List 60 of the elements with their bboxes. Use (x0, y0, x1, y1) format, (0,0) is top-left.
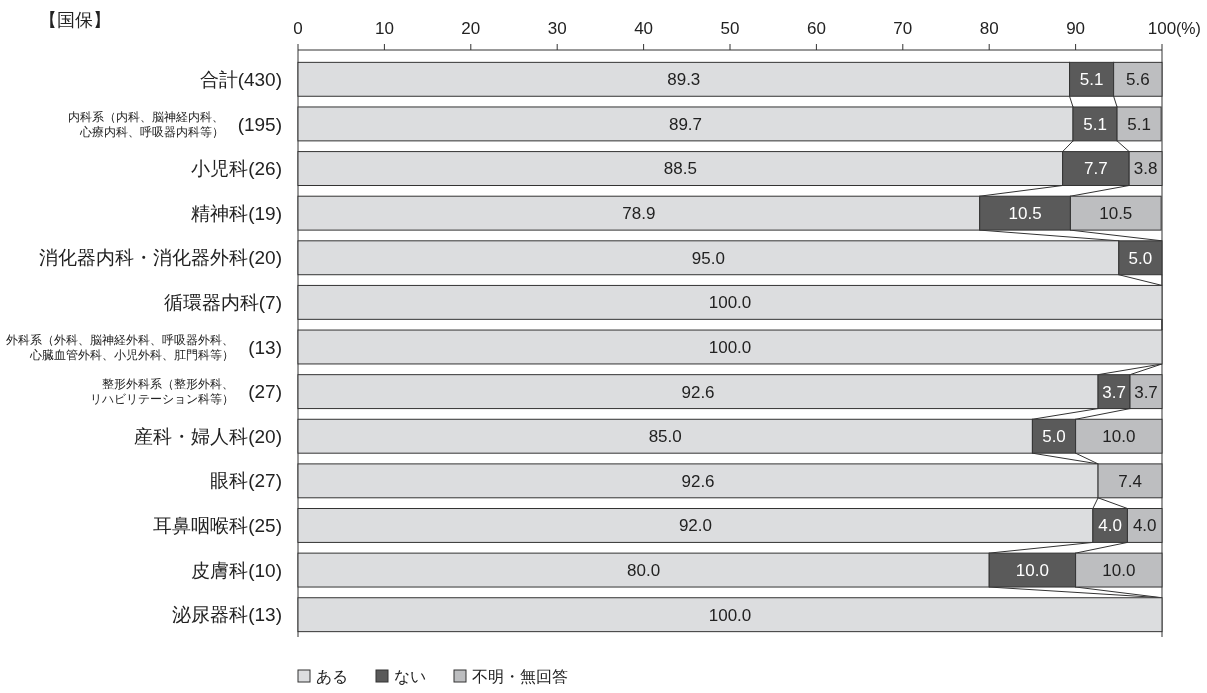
data-label: 4.0 (1098, 516, 1122, 536)
x-tick-label: 20 (461, 18, 481, 38)
data-label: 88.5 (663, 159, 697, 179)
y-tick-label: 皮膚科(10) (191, 559, 282, 581)
y-tick-label: 合計(430) (199, 68, 282, 90)
x-tick-label: 60 (806, 18, 826, 38)
data-label: 5.0 (1042, 427, 1066, 447)
x-tick-label: 40 (634, 18, 654, 38)
data-label: 100.0 (708, 605, 752, 625)
data-label: 10.0 (1102, 427, 1136, 447)
data-label: 5.0 (1128, 248, 1153, 268)
y-tick-label: 消化器内科・消化器外科(20) (39, 247, 282, 269)
data-label: 7.4 (1118, 471, 1142, 491)
data-label: 3.7 (1134, 382, 1158, 402)
x-tick-label: 30 (547, 18, 567, 38)
data-label: 5.1 (1127, 114, 1151, 134)
x-axis-title: (%) (1176, 19, 1201, 37)
y-tick-label: 整形外科系（整形外科、リハビリテーション科等） (27) (90, 377, 282, 407)
y-tick-label: 産科・婦人科(20) (134, 425, 282, 447)
x-tick-label: 100 (1147, 18, 1177, 38)
data-label: 100.0 (708, 293, 752, 313)
y-tick-label: 耳鼻咽喉科(25) (153, 515, 282, 537)
data-label: 92.6 (681, 471, 715, 491)
data-label: 78.9 (622, 204, 656, 224)
x-tick-label: 80 (979, 18, 999, 38)
data-label: 5.6 (1125, 70, 1150, 90)
x-tick-label: 90 (1066, 18, 1086, 38)
data-label: 85.0 (648, 427, 682, 447)
y-tick-label: 内科系（内科、脳神経内科、心療内科、呼吸器内科等） (195) (67, 109, 282, 139)
data-label: 92.0 (678, 516, 712, 536)
data-label: 10.5 (1099, 204, 1133, 224)
y-tick-label: 精神科(19) (191, 202, 282, 224)
y-tick-label: 眼科(27) (210, 470, 282, 492)
legend-label: ある (316, 667, 348, 685)
x-tick-label: 50 (720, 18, 740, 38)
data-label: 5.1 (1083, 114, 1107, 134)
data-label: 10.0 (1102, 561, 1136, 581)
text: 【国保】 (39, 10, 111, 31)
data-label: 7.7 (1084, 159, 1108, 179)
y-tick-label: 外科系（外科、脳神経外科、呼吸器外科、心臓血管外科、小児外科、肛門科等） (13) (6, 332, 282, 362)
data-label: 100.0 (708, 337, 752, 357)
data-label: 89.7 (668, 114, 703, 134)
x-tick-label: 10 (374, 18, 394, 38)
y-tick-label: 循環器内科(7) (163, 292, 282, 314)
data-label: 92.6 (681, 382, 715, 402)
data-label: 89.3 (667, 70, 701, 90)
data-label: 3.8 (1133, 159, 1158, 179)
y-tick-label: 泌尿器科(13) (172, 604, 282, 626)
x-tick-label: 0 (293, 18, 303, 38)
data-label: 5.1 (1079, 70, 1104, 90)
data-label: 95.0 (691, 248, 725, 268)
data-label: 10.0 (1015, 561, 1049, 581)
legend-label: ない (394, 667, 426, 685)
data-label: 3.7 (1102, 382, 1126, 402)
y-tick-label: 小児科(26) (191, 158, 282, 180)
data-label: 10.5 (1008, 204, 1042, 224)
data-label: 4.0 (1132, 516, 1157, 536)
legend-label: 不明・無回答 (472, 667, 568, 685)
x-tick-label: 70 (893, 18, 913, 38)
data-label: 80.0 (627, 561, 661, 581)
